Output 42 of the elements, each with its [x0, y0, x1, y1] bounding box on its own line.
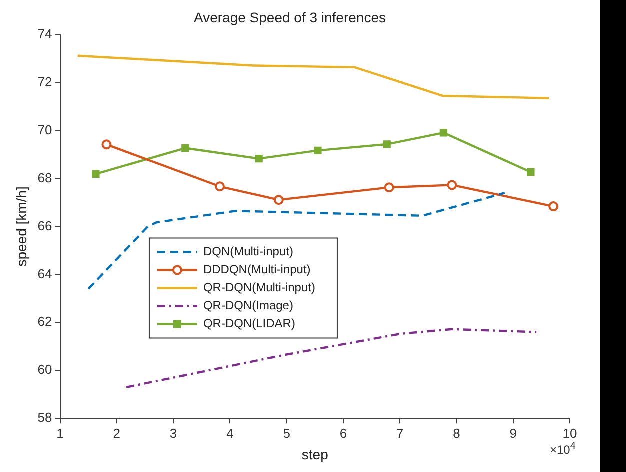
text: ×10$^{4}$	[550, 440, 576, 457]
x-tick-label: 8	[453, 426, 460, 441]
chart-title: Average Speed of 3 inferences	[194, 9, 386, 26]
point	[383, 140, 391, 148]
x-tick-label: 9	[510, 426, 517, 441]
y-axis-title: speed [km/h]	[13, 186, 30, 267]
point	[527, 168, 535, 176]
x-tick-label: 3	[170, 426, 178, 441]
x-tick-label: 2	[113, 426, 121, 441]
point	[255, 154, 263, 163]
y-tick-label: 70	[38, 122, 52, 138]
x-axis-title: step	[302, 446, 329, 462]
legend-label: QR-DQN(LIDAR)	[203, 316, 296, 331]
y-tick-label: 60	[38, 362, 52, 378]
point	[384, 182, 394, 193]
line-series	[125, 328, 538, 389]
legend-label: DDDQN(Multi-input)	[203, 262, 311, 277]
point	[314, 146, 322, 154]
y-tick-label: 68	[38, 170, 52, 186]
y-tick-label: 62	[38, 314, 52, 330]
point	[447, 180, 458, 190]
point	[440, 129, 448, 137]
x-tick-label: 6	[340, 426, 348, 441]
y-tick-label: 72	[38, 74, 52, 90]
legend-label: QR-DQN(Multi-input)	[203, 280, 316, 295]
point	[214, 182, 225, 192]
legend-label: QR-DQN(Image)	[203, 298, 294, 313]
x-tick-label: 10	[562, 426, 578, 441]
x-tick-label: 5	[283, 426, 290, 441]
point	[274, 195, 284, 206]
y-tick-label: 74	[38, 26, 52, 42]
point	[548, 202, 559, 212]
point	[92, 170, 100, 178]
y-tick-label: 66	[38, 218, 52, 234]
x-tick-label: 1	[56, 426, 64, 441]
y-tick-label: 64	[38, 266, 52, 282]
x-tick-label: 7	[396, 426, 404, 441]
point	[182, 144, 190, 152]
x-tick-label: 4	[226, 426, 234, 441]
y-tick-label: 58	[38, 410, 52, 426]
point	[102, 140, 112, 150]
legend-label: DQN(Multi-input)	[203, 244, 294, 259]
